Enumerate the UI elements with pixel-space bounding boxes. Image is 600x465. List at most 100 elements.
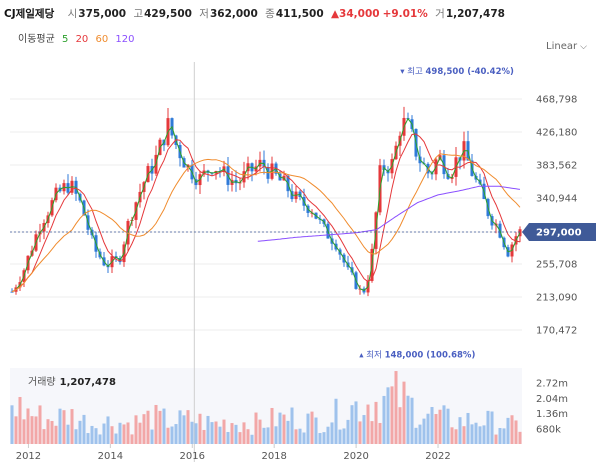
volume-tick-label: 680k [536,424,561,435]
volume-bar [366,404,370,444]
volume-bar [190,421,194,444]
volume-bar [354,401,358,444]
volume-bar [350,405,354,444]
volume-bar [418,424,422,444]
volume-bars [10,371,522,444]
volume-bar [50,420,54,444]
volume-bar [502,428,506,444]
volume-bar [346,419,350,444]
volume-bar [250,434,254,444]
volume-bar [310,411,314,444]
scale-label: Linear [546,41,578,52]
volume-bar [278,412,282,444]
volume-bar [66,424,70,444]
volume-bar [90,425,94,444]
chevron-down-icon: ⌵ [580,42,587,52]
volume-bar [234,424,238,444]
volume-bar [362,415,366,444]
volume-bar [114,433,118,444]
volume-bar [38,405,42,444]
volume-bar [474,422,478,444]
volume-bar [42,429,46,444]
volume-bar [230,423,234,444]
volume-bar [358,421,362,444]
volume-bar [330,422,334,444]
volume-bar [30,416,34,444]
volume-bar [494,434,498,444]
volume-bar [266,427,270,444]
volume-bar [306,413,310,444]
volume-bar [338,429,342,444]
volume-bar [238,432,242,444]
volume-bar [490,411,494,444]
volume-bar [62,410,66,444]
x-tick-label: 2022 [425,451,450,462]
volume-bar [370,421,374,444]
volume-bar [450,427,454,444]
ma60-line [11,153,521,293]
scale-dropdown[interactable]: Linear ⌵ [546,41,587,52]
ma-period-60[interactable]: 60 [95,34,109,45]
volume-bar [206,415,210,444]
volume-bar [422,418,426,444]
volume-bar [98,434,102,444]
min-annotation: ▴ 최저 148,000 (100.68%) [359,349,475,360]
volume-bar [242,422,246,444]
y-tick-label: 255,708 [536,260,577,271]
volume-bar [106,416,110,444]
volume-bar [78,420,82,444]
volume-bar [262,427,266,444]
high-price: 429,500 [144,8,192,20]
volume-bar [186,410,190,444]
volume-bar [202,429,206,444]
volume-tick-label: 2.72m [536,379,568,390]
volume-bar [138,422,142,444]
volume-bar [486,410,490,444]
volume-bar [426,413,430,444]
volume-bar [170,426,174,444]
volume-bar [406,395,410,444]
volume-bar [414,427,418,444]
volume-bar [166,427,170,444]
x-tick-label: 2016 [180,451,205,462]
volume-bar [26,408,30,444]
volume-bar [198,413,202,444]
volume-bar [178,410,182,444]
ma-period-120[interactable]: 120 [115,34,135,45]
volume-bar [482,425,486,444]
ma-legend-title: 이동평균 [18,34,55,45]
volume-bar [94,428,98,444]
volume-bar [378,422,382,444]
volume-bar [150,429,154,444]
volume-bar [342,428,346,444]
max-annotation: ▾ 최고 498,500 (-40.42%) [400,66,514,77]
volume-bar [158,410,162,444]
ma-period-5[interactable]: 5 [62,34,69,45]
volume-bar [318,433,322,444]
volume-bar [334,398,338,444]
volume-bar [154,404,158,444]
volume-bar [258,419,262,444]
volume-bar [126,422,130,444]
volume-bar [454,429,458,444]
y-tick-label: 340,944 [536,194,577,205]
volume-bar [54,425,58,444]
current-price-tag [522,223,596,241]
volume-bar [438,409,442,444]
volume-tick-label: 2.04m [536,394,568,405]
volume-bar [18,396,22,444]
stock-name: CJ제일제당 [4,8,55,20]
volume-panel-title: 거래량 [28,377,56,388]
volume-bar [326,426,330,444]
volume-bar [182,415,186,444]
volume-bar [254,412,258,444]
ma-period-20[interactable]: 20 [75,34,89,45]
open-label: 시 [67,8,78,20]
moving-average-legend[interactable]: 이동평균 5 20 60 120 [18,30,135,45]
volume-bar [394,371,398,444]
x-tick-label: 2012 [16,451,41,462]
volume-bar [134,415,138,444]
volume-bar [162,408,166,444]
volume-bar [514,420,518,444]
